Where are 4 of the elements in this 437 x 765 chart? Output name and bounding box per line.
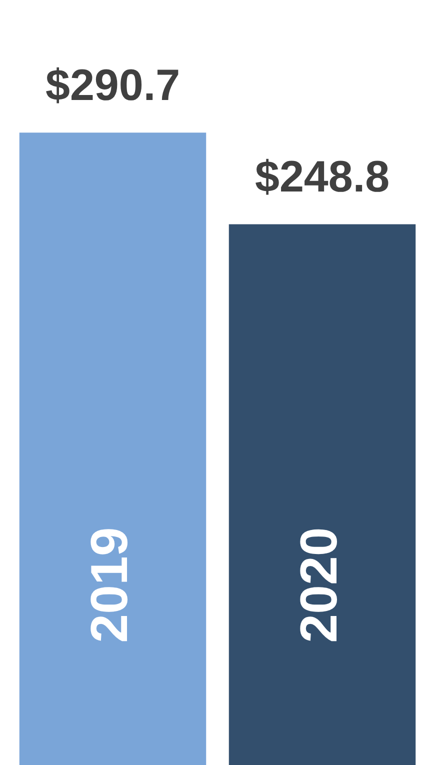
data-label: $248.8 <box>254 152 390 202</box>
data-label: $290.7 <box>45 60 180 110</box>
x-tick-label: 2019 <box>81 527 140 643</box>
x-tick-label: 2020 <box>290 527 349 643</box>
